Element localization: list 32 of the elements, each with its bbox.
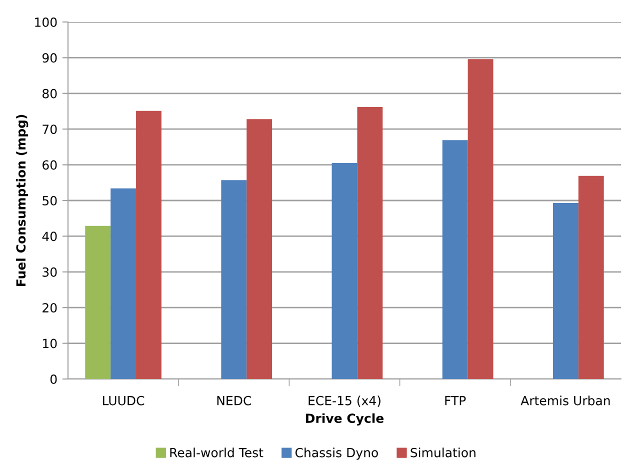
- x-tick-label: Artemis Urban: [520, 396, 610, 406]
- legend-label: Real-world Test: [170, 448, 264, 458]
- bar: [442, 140, 468, 379]
- bar: [221, 180, 247, 379]
- bar: [85, 226, 111, 379]
- y-tick-label: 100: [35, 17, 57, 27]
- y-tick-label: 40: [42, 232, 57, 242]
- y-tick-label: 20: [42, 303, 57, 313]
- bar: [357, 106, 383, 379]
- bar: [136, 110, 162, 379]
- bar: [246, 119, 272, 379]
- y-axis-title: Fuel Consumption (mpg): [16, 114, 28, 286]
- y-tick-label: 50: [42, 196, 57, 206]
- y-tick-label: 90: [42, 53, 57, 63]
- bar: [110, 188, 136, 379]
- y-tick-label: 30: [42, 267, 57, 277]
- bar: [468, 59, 494, 379]
- bar: [332, 163, 358, 379]
- y-tick-label: 80: [42, 88, 57, 98]
- legend-label: Chassis Dyno: [295, 448, 378, 460]
- x-tick-label: ECE-15 (x4): [308, 396, 380, 407]
- x-tick-label: NEDC: [217, 396, 252, 406]
- x-axis-title: Drive Cycle: [306, 413, 384, 426]
- x-tick-label: FTP: [445, 396, 466, 406]
- bar: [578, 176, 604, 379]
- bar: [552, 203, 578, 379]
- legend-label: Simulation: [410, 448, 476, 458]
- y-tick-label: 10: [43, 338, 57, 348]
- x-tick-label: LUUDC: [103, 396, 144, 406]
- y-tick-label: 60: [42, 160, 57, 170]
- y-tick-label: 0: [50, 374, 57, 384]
- y-tick-label: 70: [42, 124, 57, 134]
